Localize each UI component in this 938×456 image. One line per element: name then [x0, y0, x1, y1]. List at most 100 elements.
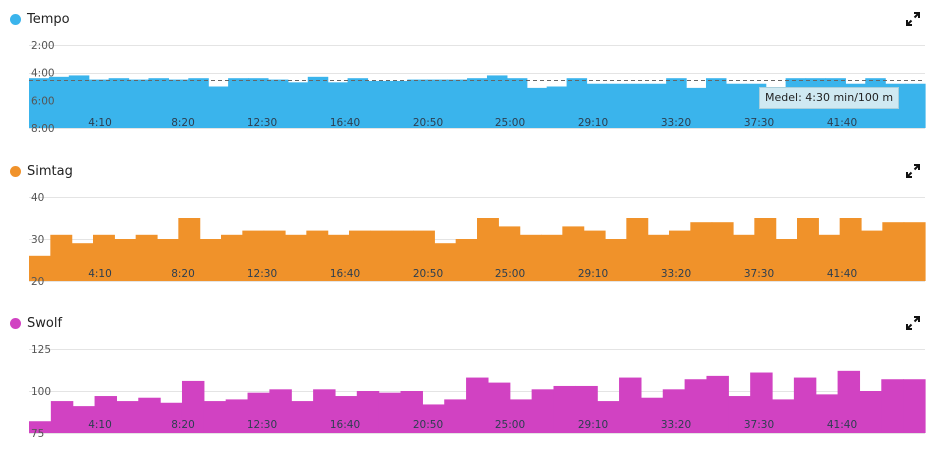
- bar: [327, 234, 350, 281]
- bar: [108, 78, 130, 128]
- x-tick-label: 33:20: [661, 117, 691, 129]
- bar: [881, 379, 904, 433]
- bar: [444, 399, 467, 433]
- bar: [575, 385, 598, 433]
- bar: [208, 86, 229, 128]
- simtag-header: Simtag: [10, 163, 73, 179]
- bar: [349, 230, 371, 281]
- bar: [50, 401, 74, 433]
- bar: [669, 230, 691, 281]
- bar: [48, 76, 70, 128]
- bar: [291, 401, 314, 433]
- bar: [546, 86, 568, 128]
- bar: [72, 406, 96, 433]
- bar: [370, 230, 393, 281]
- bar: [181, 380, 205, 433]
- bar: [905, 83, 926, 128]
- y-tick-label: 125: [31, 344, 51, 356]
- bar: [307, 76, 329, 128]
- bar: [626, 218, 649, 281]
- bar: [50, 234, 73, 281]
- bar: [29, 78, 50, 128]
- bar: [356, 391, 380, 433]
- bar: [334, 396, 358, 433]
- bar: [662, 389, 686, 433]
- bar: [711, 222, 734, 281]
- bar: [29, 255, 51, 281]
- bar: [203, 401, 227, 433]
- bar: [221, 234, 243, 281]
- bar: [666, 78, 687, 128]
- bar: [477, 218, 499, 281]
- bar: [455, 239, 478, 281]
- bar: [157, 239, 179, 281]
- bar: [327, 82, 349, 128]
- y-tick-label: 8:00: [31, 123, 55, 135]
- swolf-chart: 125 100 75 4:10 8:20 12:30 16:40 20:50 25:00 29:1…: [29, 344, 926, 440]
- bar: [839, 218, 862, 281]
- expand-arrows-icon[interactable]: [906, 12, 920, 26]
- bar: [306, 230, 329, 281]
- bar: [447, 79, 468, 128]
- bar: [797, 218, 819, 281]
- y-tick-label: 20: [31, 276, 44, 288]
- bar: [228, 78, 249, 128]
- bar: [562, 226, 585, 281]
- x-tick-label: 37:30: [744, 419, 774, 431]
- x-tick-label: 20:50: [413, 117, 443, 129]
- tempo-title: Tempo: [27, 11, 70, 27]
- bar: [705, 78, 727, 128]
- y-tick-label: 75: [31, 428, 44, 440]
- expand-arrows-icon[interactable]: [906, 316, 920, 330]
- bar: [733, 234, 755, 281]
- bar: [498, 226, 521, 281]
- bar: [754, 218, 777, 281]
- y-tick-label: 100: [31, 386, 51, 398]
- bar: [859, 391, 882, 433]
- bar: [407, 79, 428, 128]
- swolf-title: Swolf: [27, 315, 63, 331]
- bar: [422, 404, 445, 433]
- bar: [619, 377, 642, 433]
- expand-arrows-icon[interactable]: [906, 164, 920, 178]
- bar: [882, 222, 905, 281]
- x-tick-label: 20:50: [413, 268, 443, 280]
- x-tick-label: 20:50: [413, 419, 443, 431]
- x-tick-label: 8:20: [171, 268, 195, 280]
- x-tick-label: 4:10: [88, 117, 112, 129]
- y-tick-label: 30: [31, 234, 44, 246]
- x-tick-label: 4:10: [88, 419, 112, 431]
- tempo-header: Tempo: [10, 11, 70, 27]
- bar: [378, 392, 402, 433]
- bar: [128, 79, 150, 128]
- x-tick-label: 37:30: [744, 268, 774, 280]
- x-tick-label: 16:40: [330, 117, 360, 129]
- average-tooltip: Medel: 4:30 min/100 m: [759, 87, 900, 109]
- bar: [647, 234, 670, 281]
- x-tick-label: 12:30: [247, 117, 277, 129]
- bar: [684, 379, 708, 433]
- bar: [750, 372, 773, 433]
- bar: [772, 399, 795, 433]
- bar: [285, 234, 307, 281]
- bar: [706, 375, 729, 433]
- bar: [519, 234, 542, 281]
- bar: [199, 239, 222, 281]
- x-tick-label: 41:40: [827, 268, 857, 280]
- bar: [606, 83, 627, 128]
- bar: [903, 222, 926, 281]
- bar: [387, 80, 408, 128]
- bar: [287, 82, 309, 128]
- x-tick-label: 41:40: [827, 419, 857, 431]
- bar: [531, 389, 555, 433]
- bar: [646, 83, 667, 128]
- bar: [725, 83, 747, 128]
- x-tick-label: 41:40: [827, 117, 857, 129]
- bar: [68, 75, 90, 128]
- bar: [247, 392, 270, 433]
- x-tick-label: 12:30: [247, 419, 277, 431]
- x-tick-label: 16:40: [330, 419, 360, 431]
- tempo-chart: 2:00 4:00 6:00 8:00 4:10 8:20 12:30 16:40 20:50 2…: [29, 40, 926, 135]
- bar: [168, 79, 189, 128]
- bar: [188, 78, 209, 128]
